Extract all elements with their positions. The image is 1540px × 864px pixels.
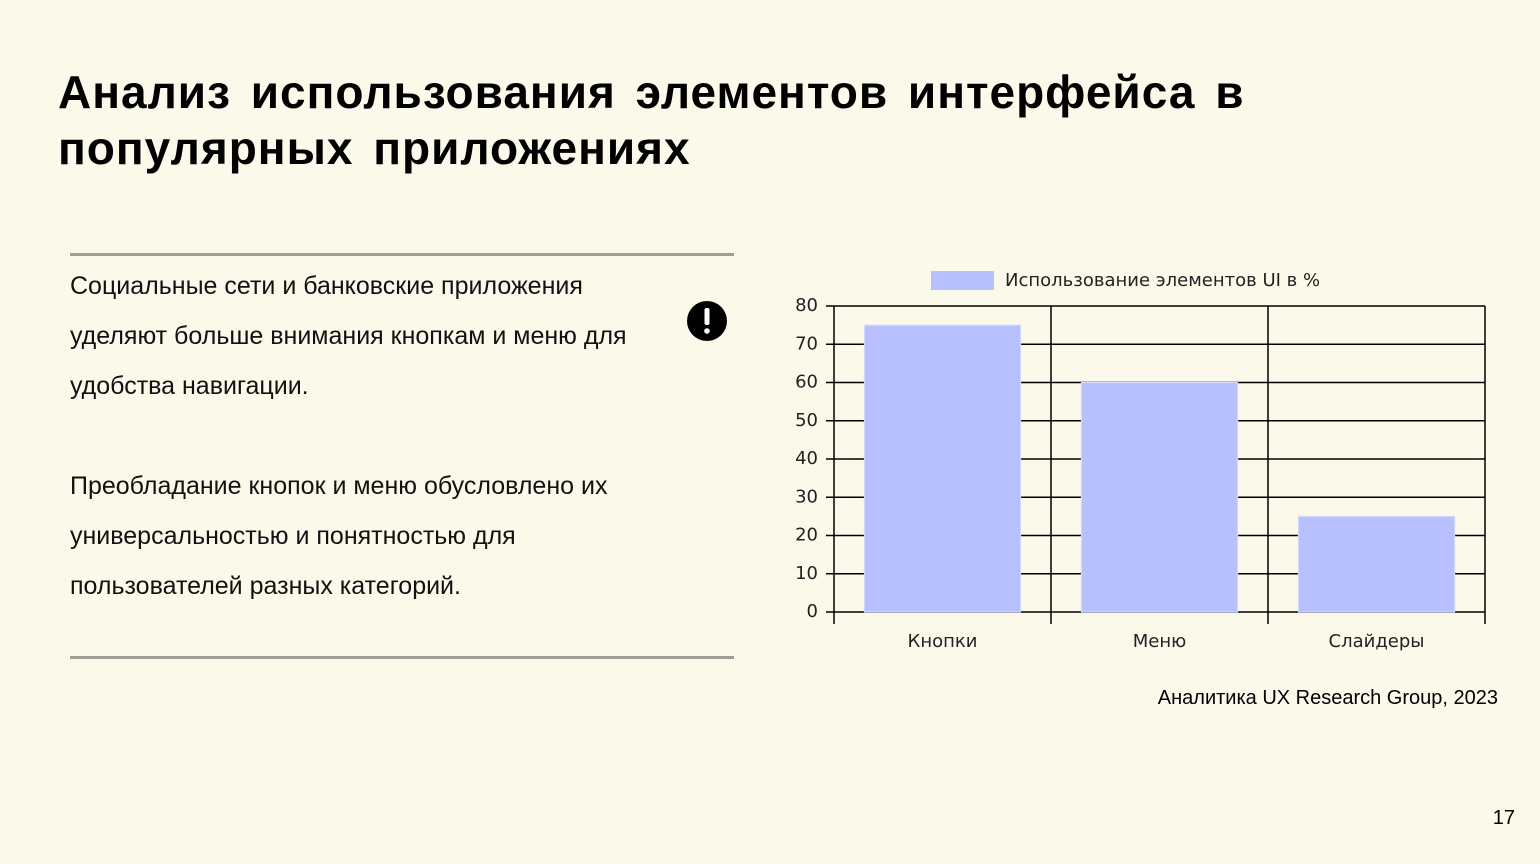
divider: [70, 253, 734, 256]
y-tick-label: 20: [795, 525, 818, 546]
legend-label: Использование элементов UI в %: [1005, 270, 1320, 291]
slide-title: Анализ использования элементов интерфейс…: [58, 66, 1245, 174]
bar: [1297, 515, 1456, 613]
y-tick-label: 50: [795, 410, 818, 431]
y-tick-label: 10: [795, 563, 818, 584]
x-tick-label: Слайдеры: [1329, 631, 1425, 652]
paragraph: Социальные сети и банковские приложения …: [70, 272, 627, 400]
y-tick-label: 60: [795, 372, 818, 393]
alert-icon: [687, 301, 727, 341]
bar: [863, 324, 1022, 613]
bar: [1080, 382, 1239, 613]
body-text: Социальные сети и банковские приложения …: [70, 261, 660, 661]
y-tick-label: 80: [795, 295, 818, 316]
y-tick-label: 70: [795, 333, 818, 354]
x-tick-label: Кнопки: [908, 631, 978, 652]
legend-swatch: [931, 271, 994, 290]
paragraph: Преобладание кнопок и меню обусловлено и…: [70, 472, 608, 600]
y-tick-label: 30: [795, 486, 818, 507]
page-number: 17: [1492, 807, 1515, 829]
source: Аналитика UX Research Group, 2023: [1157, 687, 1498, 709]
y-tick-label: 40: [795, 448, 818, 469]
y-tick-label: 0: [807, 601, 818, 622]
x-tick-label: Меню: [1133, 631, 1187, 652]
divider: [70, 656, 734, 659]
